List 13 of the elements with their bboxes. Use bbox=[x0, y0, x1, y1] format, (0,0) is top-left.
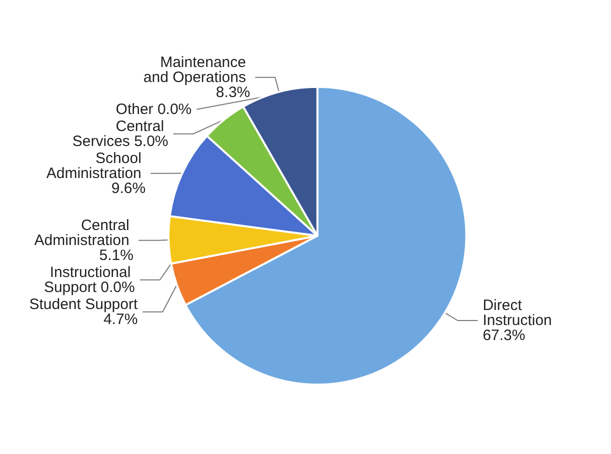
slice-label: School Administration bbox=[46, 150, 146, 182]
category-label: Other 0.0% bbox=[116, 100, 192, 118]
data-label: 8.3% bbox=[216, 84, 250, 101]
slice-label: Student Support bbox=[29, 296, 138, 313]
data-label: 67.3% bbox=[482, 327, 526, 344]
slice-label: Maintenance and Operations bbox=[143, 54, 250, 86]
data-label: 5.1% bbox=[99, 246, 134, 264]
slice-label: Central Administration bbox=[34, 216, 134, 249]
legend-label: Instructional Support 0.0% bbox=[44, 264, 135, 296]
slice-label: Central Services 5.0% bbox=[72, 118, 168, 150]
data-label: 9.6% bbox=[111, 180, 146, 197]
data-label: 4.7% bbox=[99, 310, 138, 328]
slice-label: Direct Instruction bbox=[482, 297, 556, 330]
